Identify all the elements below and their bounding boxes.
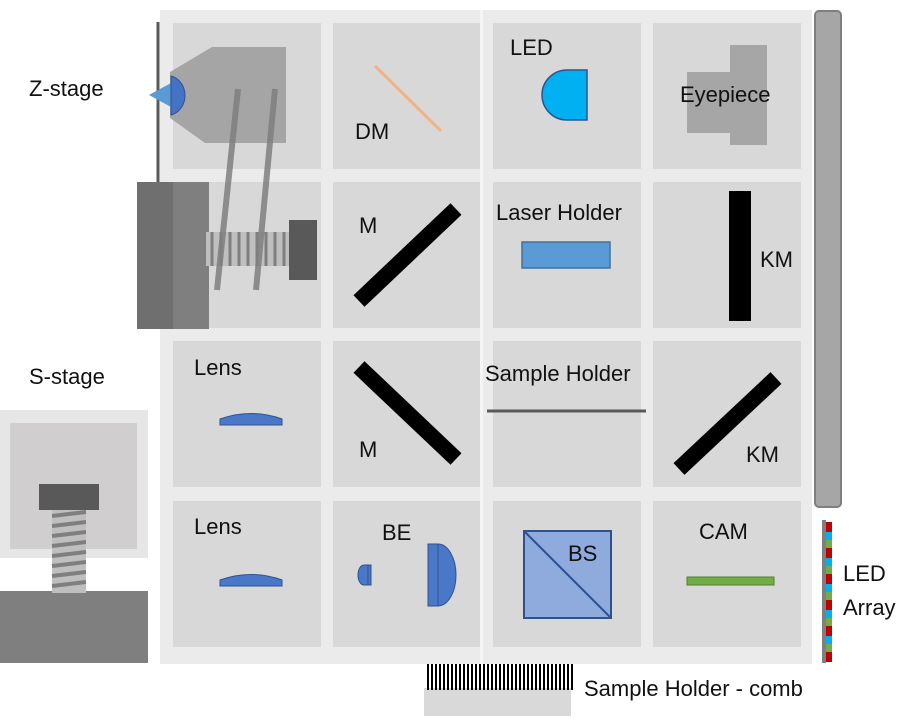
comb-tooth — [511, 664, 513, 690]
comb-tooth — [571, 664, 573, 690]
lens-row4 — [219, 574, 283, 587]
comb-tooth — [467, 664, 469, 690]
comb-tooth — [487, 664, 489, 690]
led-label: LED — [510, 35, 553, 60]
lens-row3-label: Lens — [194, 355, 242, 380]
board-center-divider — [480, 10, 483, 664]
comb-tooth — [563, 664, 565, 690]
comb-tooth — [479, 664, 481, 690]
comb-tooth — [559, 664, 561, 690]
comb-tooth — [535, 664, 537, 690]
objective-body — [170, 47, 286, 143]
eyepiece-label: Eyepiece — [680, 82, 771, 107]
comb-tooth — [543, 664, 545, 690]
s-stage-knob — [39, 484, 99, 510]
be-label: BE — [382, 520, 412, 545]
comb-tooth — [555, 664, 557, 690]
comb-tooth — [431, 664, 433, 690]
sample-holder-comb-label: Sample Holder - comb — [584, 676, 803, 701]
lens-row3 — [219, 413, 283, 426]
km-row2-label: KM — [760, 247, 793, 272]
comb-tooth — [439, 664, 441, 690]
mirror-m-row3 — [353, 361, 462, 465]
cell-r2c4 — [653, 182, 801, 328]
beam-expander-small-lens — [357, 564, 372, 586]
bs-label: BS — [568, 541, 598, 566]
sample-holder-comb-teeth — [427, 664, 573, 690]
comb-tooth — [471, 664, 473, 690]
m-row2-label: M — [359, 213, 378, 238]
laser-holder-icon — [521, 241, 611, 269]
comb-tooth — [435, 664, 437, 690]
comb-tooth — [551, 664, 553, 690]
camera-sensor-icon — [686, 576, 775, 586]
mirror-m-row2 — [353, 203, 462, 307]
comb-tooth — [447, 664, 449, 690]
comb-tooth — [507, 664, 509, 690]
comb-tooth — [539, 664, 541, 690]
comb-tooth — [459, 664, 461, 690]
comb-tooth — [427, 664, 429, 690]
cell-r4c1 — [173, 501, 321, 647]
m-row3-label: M — [359, 437, 378, 462]
comb-tooth — [483, 664, 485, 690]
s-stage-screw-threads — [51, 510, 87, 588]
led-icon — [541, 69, 588, 121]
comb-tooth — [515, 664, 517, 690]
sample-holder-comb-base — [424, 688, 571, 716]
comb-tooth — [499, 664, 501, 690]
lens-row4-label: Lens — [194, 514, 242, 539]
objective-lens-icon — [170, 75, 186, 116]
comb-tooth — [531, 664, 533, 690]
z-stage-rod-1 — [214, 88, 241, 291]
z-stage-label: Z-stage — [29, 76, 104, 101]
comb-tooth — [451, 664, 453, 690]
comb-tooth — [527, 664, 529, 690]
laser-holder-label: Laser Holder — [496, 200, 622, 225]
comb-tooth — [567, 664, 569, 690]
right-rail — [814, 10, 842, 508]
km-row3-label: KM — [746, 442, 779, 467]
comb-tooth — [523, 664, 525, 690]
beam-expander-large-lens — [427, 543, 457, 607]
comb-tooth — [491, 664, 493, 690]
sample-holder-label: Sample Holder — [485, 361, 631, 386]
s-stage-base — [0, 591, 148, 663]
z-stage-block-shade — [137, 182, 173, 329]
kinematic-mirror-row2 — [729, 191, 751, 321]
s-stage-label: S-stage — [29, 364, 105, 389]
comb-tooth — [495, 664, 497, 690]
kinematic-mirror-row3 — [673, 372, 782, 475]
dichroic-mirror — [373, 64, 443, 133]
comb-tooth — [443, 664, 445, 690]
objective-beam-cone — [149, 83, 171, 107]
comb-tooth — [503, 664, 505, 690]
z-stage-rod-2 — [253, 88, 278, 291]
dm-label: DM — [355, 119, 390, 144]
led-array-label-line1: LED — [843, 561, 886, 586]
z-stage-knob — [289, 220, 317, 280]
comb-tooth — [547, 664, 549, 690]
cell-r4c4 — [653, 501, 801, 647]
cell-r3c3 — [493, 341, 641, 487]
comb-tooth — [519, 664, 521, 690]
led-array-leds — [826, 522, 832, 662]
comb-tooth — [455, 664, 457, 690]
comb-tooth — [475, 664, 477, 690]
led-array-label-line2: Array — [843, 595, 896, 620]
comb-tooth — [463, 664, 465, 690]
cam-label: CAM — [699, 519, 748, 544]
led-array-bar — [822, 520, 826, 663]
eyepiece-icon — [687, 45, 767, 145]
